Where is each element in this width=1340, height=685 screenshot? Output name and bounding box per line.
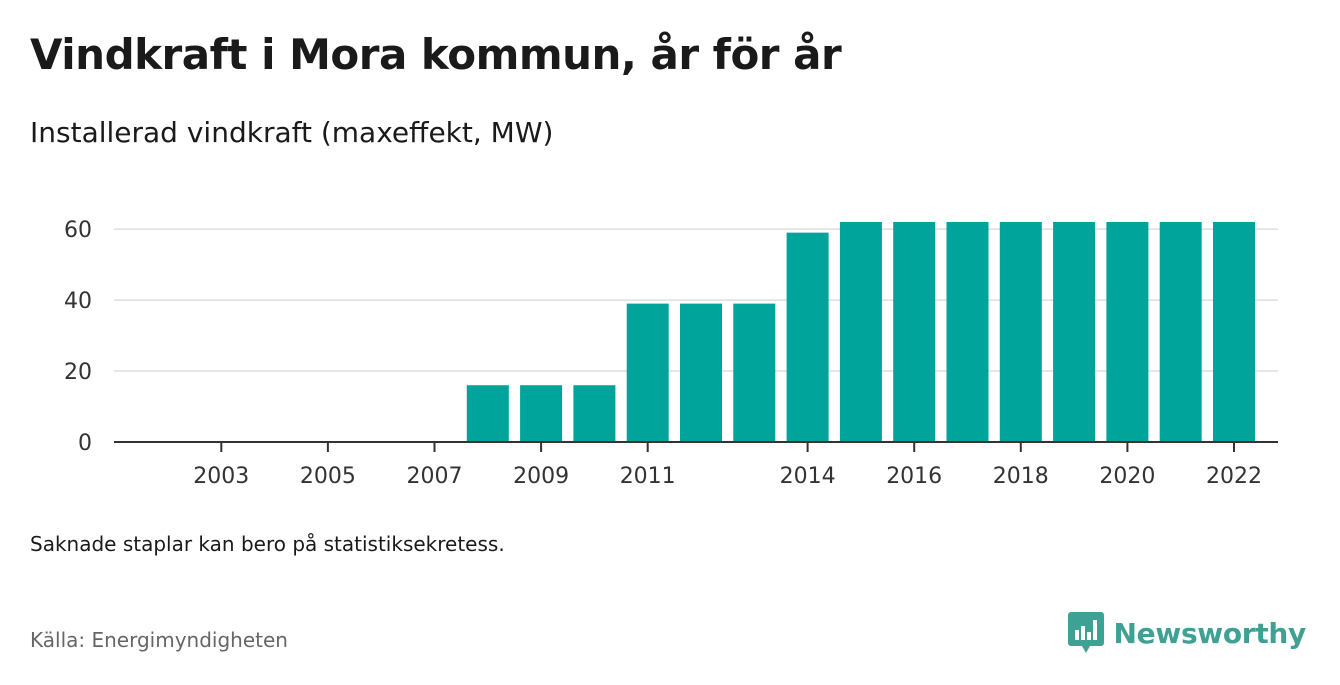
x-tick-label: 2022 [1206,464,1262,489]
bar-2008[interactable] [466,385,509,442]
x-tick-label: 2018 [993,464,1049,489]
x-tick-label: 2007 [407,464,463,489]
brand-logo[interactable]: Newsworthy [1067,612,1307,654]
bar-2009[interactable] [520,385,563,442]
bar-2020[interactable] [1106,222,1149,442]
x-tick-label: 2009 [513,464,569,489]
x-tick-label: 2003 [193,464,249,489]
bar-2014[interactable] [786,232,829,442]
bar-2012[interactable] [680,303,722,442]
x-tick-label: 2011 [620,464,676,489]
brand-name: Newsworthy [1113,616,1307,650]
bar-2017[interactable] [946,222,989,442]
y-tick-label: 40 [64,289,92,314]
axes: 0 20 40 60 2003 2005 2007 2009 2011 2014 2016 2018 2… [64,218,1278,489]
bar-2011[interactable] [626,303,669,442]
bar-2018[interactable] [999,222,1042,442]
bars [466,222,1255,442]
newsworthy-logo-icon [1067,612,1104,653]
x-tick-label: 2014 [780,464,836,489]
bar-2015[interactable] [839,222,882,442]
bar-2019[interactable] [1053,222,1096,442]
bar-2010[interactable] [573,385,616,442]
source-label: Källa: Energimyndigheten [30,628,288,652]
chart-subtitle: Installerad vindkraft (maxeffekt, MW) [30,116,554,149]
x-tick-label: 2005 [300,464,356,489]
footnote: Saknade staplar kan bero på statistiksek… [30,532,505,556]
y-tick-label: 20 [64,360,92,385]
chart-title: Vindkraft i Mora kommun, år för år [30,30,842,79]
x-tick-label: 2016 [886,464,942,489]
x-tick-label: 2020 [1099,464,1155,489]
bar-2022[interactable] [1213,222,1255,442]
bar-2016[interactable] [893,222,936,442]
bar-chart: 0 20 40 60 2003 2005 2007 2009 2011 2014 2016 2018 2… [64,218,1278,489]
y-tick-label: 60 [64,218,92,243]
bar-2021[interactable] [1159,222,1202,442]
bar-2013[interactable] [733,303,776,442]
y-tick-label: 0 [78,431,92,456]
